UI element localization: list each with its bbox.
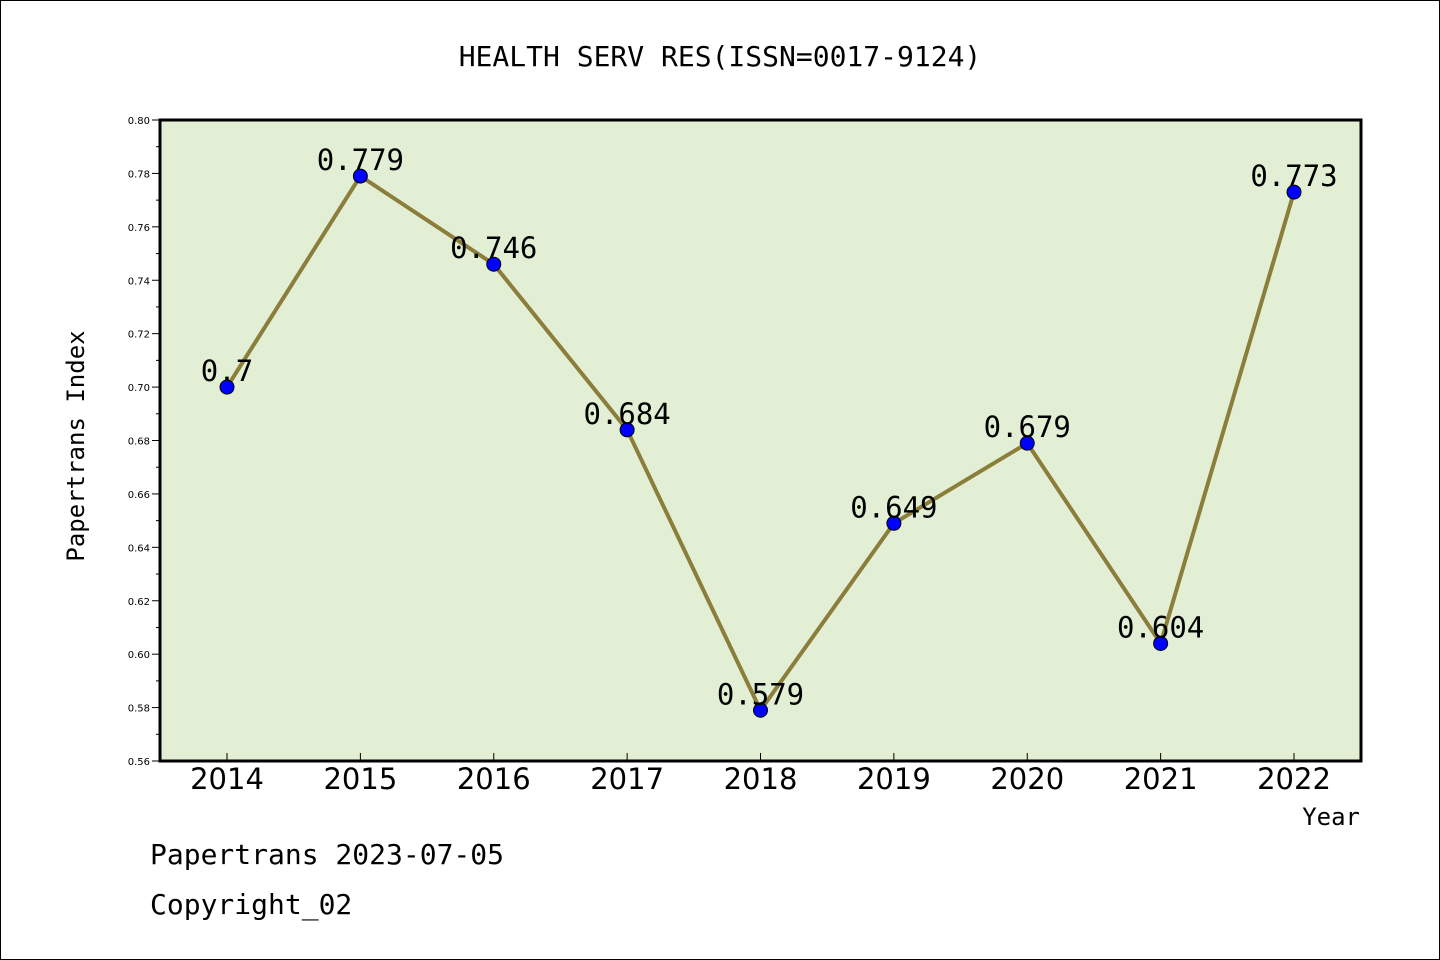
data-point — [1019, 435, 1035, 451]
data-point — [753, 702, 768, 718]
x-tick-label: 2020 — [990, 762, 1064, 796]
footer-copyright: Copyright_02 — [150, 888, 352, 922]
y-tick-label: 0.60 — [128, 650, 150, 661]
y-tick-label: 0.58 — [128, 704, 150, 715]
x-tick-label: 2015 — [323, 762, 397, 796]
y-tick-label: 0.68 — [128, 437, 150, 448]
y-tick-label: 0.76 — [128, 223, 150, 234]
data-label: 0.7 — [201, 354, 253, 388]
y-tick-label: 0.72 — [128, 330, 150, 341]
plot-area — [158, 118, 1363, 763]
y-tick-label: 0.80 — [128, 116, 150, 127]
x-tick-label: 2019 — [857, 762, 931, 796]
y-tick-label: 0.62 — [128, 597, 150, 608]
x-tick-label: 2018 — [724, 762, 798, 796]
data-point — [219, 379, 235, 395]
data-point — [619, 422, 635, 438]
x-axis-label: Year — [1302, 803, 1360, 831]
y-tick-label: 0.78 — [128, 169, 150, 180]
data-point — [352, 168, 368, 184]
data-label-group: 0.7 0.779 0.746 0.684 0.579 0.649 0.679 0.604 0.… — [201, 143, 1338, 711]
data-label: 0.604 — [1117, 610, 1204, 644]
data-label: 0.679 — [984, 410, 1071, 444]
chart-title: HEALTH SERV RES(ISSN=0017-9124) — [459, 40, 982, 73]
data-label: 0.746 — [450, 231, 537, 265]
y-tick-label: 0.74 — [128, 276, 150, 287]
data-label: 0.684 — [583, 397, 670, 431]
data-point — [486, 256, 502, 272]
x-tick-label: 2014 — [190, 762, 264, 796]
x-tick-label: 2021 — [1124, 762, 1198, 796]
data-point — [1153, 635, 1169, 651]
y-tick-label: 0.56 — [128, 757, 150, 768]
data-label: 0.773 — [1250, 159, 1337, 193]
y-axis: 0.56 0.58 0.60 0.62 0.64 0.66 0.68 0.70 0.72 0.74… — [128, 116, 160, 768]
data-label: 0.779 — [317, 143, 404, 177]
data-label: 0.649 — [850, 490, 937, 524]
y-tick-label: 0.70 — [128, 383, 150, 394]
series-line-group — [219, 168, 1302, 718]
x-tick-label: 2016 — [457, 762, 531, 796]
data-label: 0.579 — [717, 677, 804, 711]
y-axis-label: Papertrans Index — [62, 330, 90, 561]
y-tick-label: 0.66 — [128, 490, 150, 501]
y-tick-label: 0.64 — [128, 543, 150, 554]
x-tick-label: 2017 — [590, 762, 664, 796]
footer-date: Papertrans 2023-07-05 — [150, 838, 504, 871]
data-point — [1286, 184, 1302, 200]
data-point — [886, 515, 902, 531]
x-axis: 2014 2015 2016 2017 2018 2019 2020 2021 2022 — [190, 753, 1331, 796]
x-tick-label: 2022 — [1257, 762, 1331, 796]
